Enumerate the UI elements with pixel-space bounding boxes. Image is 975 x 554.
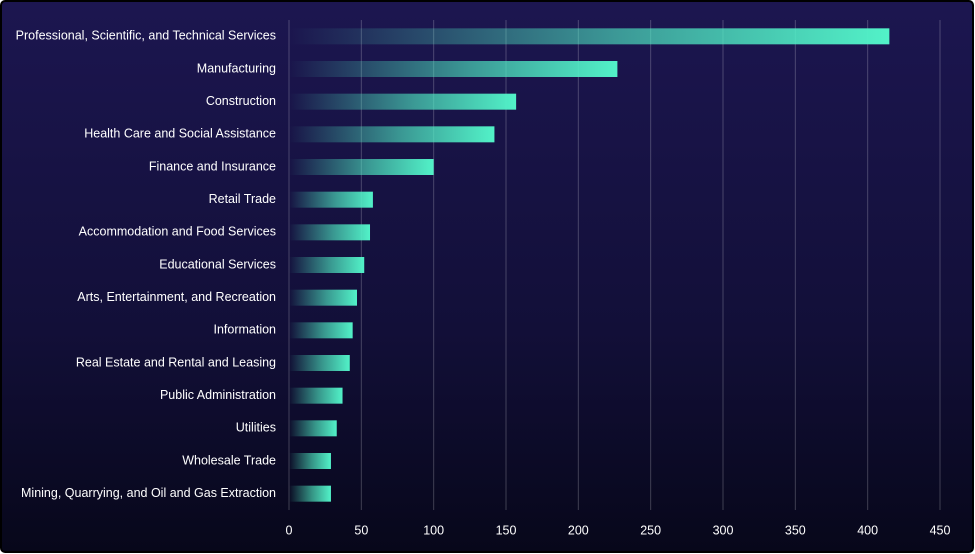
y-tick-label: Utilities: [236, 421, 276, 435]
y-tick-label: Professional, Scientific, and Technical …: [16, 29, 276, 43]
x-tick-label: 100: [423, 523, 444, 537]
y-tick-label: Real Estate and Rental and Leasing: [76, 355, 276, 369]
y-tick-label: Public Administration: [160, 388, 276, 402]
y-tick-label: Wholesale Trade: [182, 453, 276, 467]
x-tick-label: 250: [640, 523, 661, 537]
y-tick-label: Health Care and Social Assistance: [84, 127, 276, 141]
bar: [289, 191, 373, 208]
y-tick-label: Accommodation and Food Services: [79, 225, 276, 239]
x-tick-label: 300: [713, 523, 734, 537]
bar: [289, 420, 337, 437]
bar: [289, 355, 350, 371]
x-tick-label: 450: [930, 523, 951, 537]
bar: [289, 485, 331, 502]
x-tick-label: 0: [286, 523, 293, 537]
y-tick-label: Retail Trade: [209, 192, 276, 206]
y-tick-label: Manufacturing: [197, 61, 276, 75]
x-tick-label: 150: [496, 523, 517, 537]
bar: [289, 387, 343, 404]
x-tick-label: 50: [354, 523, 368, 537]
x-tick-label: 350: [785, 523, 806, 537]
bar: [289, 126, 495, 143]
bar: [289, 61, 618, 77]
bar: [289, 159, 434, 175]
y-tick-label: Finance and Insurance: [149, 159, 276, 173]
y-tick-label: Information: [213, 323, 276, 337]
x-tick-label: 200: [568, 523, 589, 537]
bar: [289, 322, 353, 339]
x-tick-label: 400: [857, 523, 878, 537]
y-tick-label: Arts, Entertainment, and Recreation: [77, 290, 276, 304]
y-tick-label: Construction: [206, 94, 276, 108]
y-tick-label: Mining, Quarrying, and Oil and Gas Extra…: [21, 486, 276, 500]
bar: [289, 289, 357, 306]
bar: [289, 224, 371, 241]
y-tick-label: Educational Services: [159, 257, 276, 271]
bar: [289, 28, 890, 45]
bar: [289, 93, 517, 110]
bar: [289, 257, 365, 273]
bar: [289, 453, 331, 469]
